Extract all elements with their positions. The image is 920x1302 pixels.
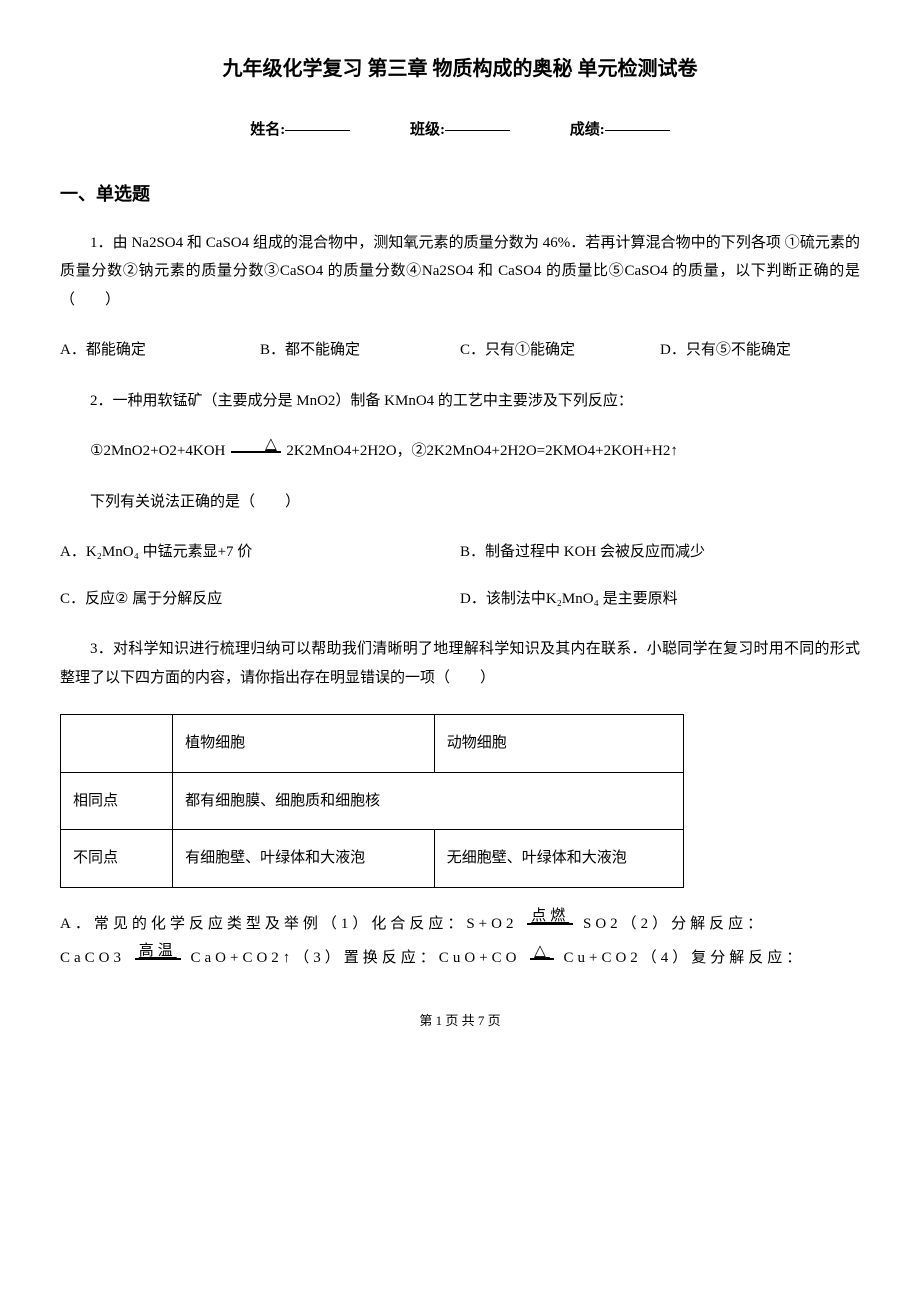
table-row: 植物细胞 动物细胞: [61, 715, 684, 773]
ignite-condition: 点燃: [527, 909, 573, 925]
q1-optB: B．都不能确定: [260, 336, 460, 365]
table-cell-diff: 不同点: [61, 830, 173, 888]
class-label: 班级:: [410, 122, 510, 138]
score-label: 成绩:: [570, 122, 670, 138]
line2-pre: CaCO3: [60, 950, 125, 966]
optA-line1: A．常见的化学反应类型及举例（1）化合反应：S+O2 点燃 SO2（2）分解反应…: [60, 910, 860, 939]
question-3: 3．对科学知识进行梳理归纳可以帮助我们清晰明了地理解科学知识及其内在联系．小聪同…: [60, 635, 860, 692]
question-1: 1．由 Na2SO4 和 CaSO4 组成的混合物中，测知氧元素的质量分数为 4…: [60, 229, 860, 315]
class-blank: [445, 130, 510, 131]
q2-optD: D．该制法中K₂MnO₄ 是主要原料: [460, 585, 860, 614]
delta-label2: △: [530, 944, 554, 960]
optD-pre: D．该制法中: [460, 591, 546, 607]
q1-optD: D．只有⑤不能确定: [660, 336, 860, 365]
ignite-label: 点燃: [527, 909, 573, 925]
line1-post: SO2（2）分解反应：: [583, 916, 766, 932]
table-header-animal: 动物细胞: [434, 715, 683, 773]
optD-post: 是主要原料: [599, 591, 678, 607]
line2-post: Cu+CO2（4）复分解反应：: [564, 950, 806, 966]
page-title: 九年级化学复习 第三章 物质构成的奥秘 单元检测试卷: [60, 50, 860, 88]
q1-optA: A．都能确定: [60, 336, 260, 365]
table-row: 相同点 都有细胞膜、细胞质和细胞核: [61, 772, 684, 830]
optA-line2: CaCO3 高温 CaO+CO2↑（3）置换反应：CuO+CO △ Cu+CO2…: [60, 944, 860, 973]
name-label: 姓名:: [250, 122, 350, 138]
score-blank: [605, 130, 670, 131]
name-text: 姓名:: [250, 122, 285, 138]
line1-pre: A．常见的化学反应类型及举例（1）化合反应：S+O2: [60, 916, 517, 932]
hightemp-label: 高温: [135, 944, 181, 960]
q2-optA: A．K₂MnO₄ 中锰元素显+7 价: [60, 538, 460, 567]
section-header: 一、单选题: [60, 177, 860, 211]
table-cell-empty: [61, 715, 173, 773]
optC-pre: C．反应: [60, 591, 115, 607]
optA-formula: K₂MnO₄: [86, 544, 139, 560]
q2-equation: ①2MnO2+O2+4KOH △ 2K2MnO4+2H2O，②2K2MnO4+2…: [60, 437, 860, 466]
option-A-block: A．常见的化学反应类型及举例（1）化合反应：S+O2 点燃 SO2（2）分解反应…: [60, 910, 860, 973]
delta-symbol: △: [231, 437, 281, 453]
hightemp-condition: 高温: [135, 944, 181, 960]
q2-optB: B．制备过程中 KOH 会被反应而减少: [460, 538, 860, 567]
score-text: 成绩:: [570, 122, 605, 138]
optD-formula: K₂MnO₄: [546, 591, 599, 607]
table-cell-same: 相同点: [61, 772, 173, 830]
question-2: 2．一种用软锰矿（主要成分是 MnO2）制备 KMnO4 的工艺中主要涉及下列反…: [60, 387, 860, 416]
class-text: 班级:: [410, 122, 445, 138]
eq-part1: ①2MnO2+O2+4KOH: [90, 443, 225, 459]
q1-options: A．都能确定 B．都不能确定 C．只有①能确定 D．只有⑤不能确定: [60, 336, 860, 365]
delta-condition: △: [231, 437, 281, 453]
optC-post: 属于分解反应: [128, 591, 222, 607]
optA-pre: A．: [60, 544, 86, 560]
info-row: 姓名: 班级: 成绩:: [60, 116, 860, 145]
page-footer: 第 1 页 共 7 页: [60, 1009, 860, 1034]
delta-condition2: △: [530, 944, 554, 960]
table-cell-same-content: 都有细胞膜、细胞质和细胞核: [173, 772, 684, 830]
eq-part2: 2K2MnO4+2H2O，②2K2MnO4+2H2O=2KMO4+2KOH+H2…: [286, 443, 677, 459]
name-blank: [285, 130, 350, 131]
comparison-table: 植物细胞 动物细胞 相同点 都有细胞膜、细胞质和细胞核 不同点 有细胞壁、叶绿体…: [60, 714, 684, 888]
q2-optC: C．反应② 属于分解反应: [60, 585, 460, 614]
line2-mid: CaO+CO2↑（3）置换反应：CuO+CO: [191, 950, 521, 966]
optC-circle: ②: [115, 591, 128, 607]
table-cell-animal-diff: 无细胞壁、叶绿体和大液泡: [434, 830, 683, 888]
table-header-plant: 植物细胞: [173, 715, 435, 773]
q2-options: A．K₂MnO₄ 中锰元素显+7 价 B．制备过程中 KOH 会被反应而减少 C…: [60, 538, 860, 613]
table-cell-plant-diff: 有细胞壁、叶绿体和大液泡: [173, 830, 435, 888]
q2-subtext: 下列有关说法正确的是（ ）: [60, 488, 860, 517]
q1-optC: C．只有①能确定: [460, 336, 660, 365]
table-row: 不同点 有细胞壁、叶绿体和大液泡 无细胞壁、叶绿体和大液泡: [61, 830, 684, 888]
optA-post: 中锰元素显+7 价: [139, 544, 252, 560]
